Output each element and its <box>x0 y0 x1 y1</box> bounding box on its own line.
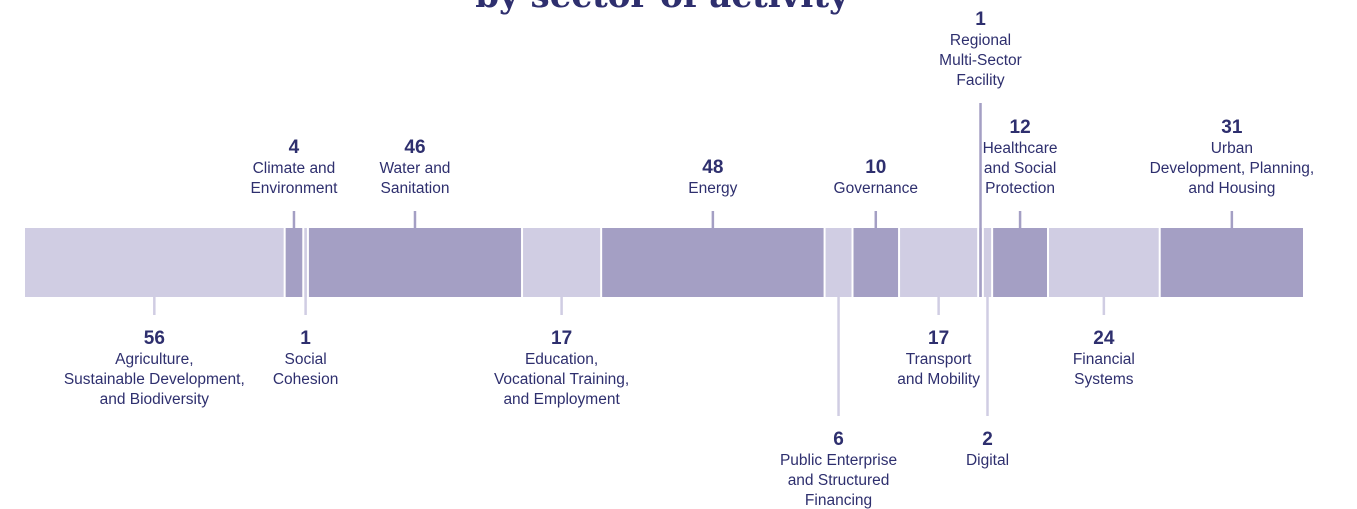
category-label: Agriculture, <box>115 351 193 368</box>
value-label: 17 <box>928 328 949 349</box>
category-label: and Employment <box>503 391 620 408</box>
chart-title: by sector of activity <box>475 0 850 16</box>
category-label: Environment <box>250 180 338 197</box>
category-label: Cohesion <box>273 371 339 388</box>
value-label: 24 <box>1093 328 1115 349</box>
value-label: 2 <box>982 429 993 450</box>
value-label: 12 <box>1010 117 1031 138</box>
category-label: Systems <box>1074 371 1134 388</box>
category-label: Multi-Sector <box>939 52 1022 69</box>
bar-segment <box>602 228 824 297</box>
category-label: Education, <box>525 351 598 368</box>
category-label: Vocational Training, <box>494 371 629 388</box>
category-label: Water and <box>380 160 451 177</box>
category-label: Transport <box>906 351 972 368</box>
category-label: Urban <box>1211 140 1253 157</box>
value-label: 31 <box>1221 117 1243 138</box>
category-label: Sustainable Development, <box>64 371 245 388</box>
bar-segment <box>825 228 852 297</box>
category-label: Climate and <box>253 160 336 177</box>
category-label: Regional <box>950 32 1011 49</box>
value-label: 46 <box>404 137 425 158</box>
category-label: Development, Planning, <box>1150 160 1315 177</box>
value-label: 48 <box>702 157 723 178</box>
category-label: and Housing <box>1188 180 1275 197</box>
bar-segment <box>1160 228 1303 297</box>
bar-segment <box>304 228 307 297</box>
category-label: Public Enterprise <box>780 452 897 469</box>
category-label: and Mobility <box>897 371 980 388</box>
value-label: 1 <box>300 328 311 349</box>
category-label: and Structured <box>788 472 890 489</box>
category-label: and Biodiversity <box>100 391 210 408</box>
bar-segment <box>853 228 899 297</box>
bar-segment <box>979 228 982 297</box>
category-label: Governance <box>834 180 918 197</box>
category-label: Energy <box>688 180 737 197</box>
category-label: Digital <box>966 452 1009 469</box>
value-label: 56 <box>144 328 165 349</box>
value-label: 4 <box>289 137 300 158</box>
category-label: Sanitation <box>381 180 450 197</box>
bar-segment <box>993 228 1047 297</box>
bar-segment <box>900 228 978 297</box>
category-label: and Social <box>984 160 1056 177</box>
category-label: Financing <box>805 492 872 509</box>
bar-segment <box>1049 228 1159 297</box>
bar-segment <box>983 228 992 297</box>
bar-segment <box>25 228 284 297</box>
category-label: Healthcare <box>983 140 1058 157</box>
bar-segment <box>523 228 601 297</box>
bar-segment <box>308 228 522 297</box>
value-label: 17 <box>551 328 572 349</box>
value-label: 10 <box>865 157 886 178</box>
bar-segment <box>285 228 303 297</box>
value-label: 1 <box>975 9 986 30</box>
category-label: Facility <box>956 72 1004 89</box>
value-label: 6 <box>833 429 844 450</box>
category-label: Financial <box>1073 351 1135 368</box>
category-label: Protection <box>985 180 1055 197</box>
category-label: Social <box>284 351 326 368</box>
